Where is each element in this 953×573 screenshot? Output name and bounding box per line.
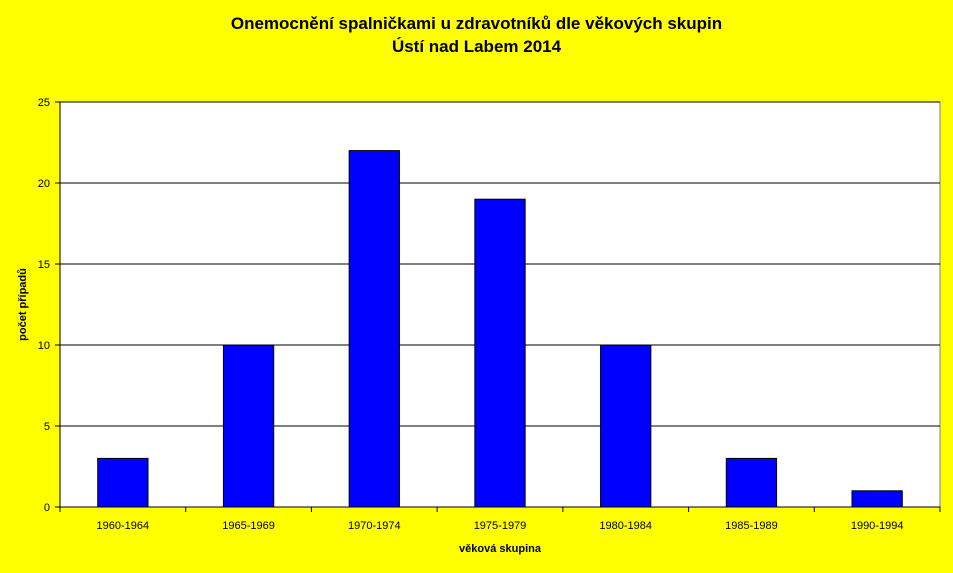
x-tick-label: 1970-1974 (348, 520, 401, 532)
chart-title: Onemocnění spalničkami u zdravotníků dle… (230, 14, 723, 33)
y-axis-ticks: 0 5 10 15 20 25 (38, 97, 60, 514)
x-tick-label: 1990-1994 (851, 520, 904, 532)
chart-title-block: Onemocnění spalničkami u zdravotníků dle… (0, 12, 953, 58)
x-tick-label: 1980-1984 (599, 520, 652, 532)
y-tick-label: 10 (38, 340, 50, 352)
x-tick-label: 1960-1964 (97, 520, 150, 532)
y-tick-label: 15 (38, 259, 50, 271)
x-tick-label: 1965-1969 (222, 520, 275, 532)
x-tick-label: 1975-1979 (474, 520, 527, 532)
y-tick-label: 0 (44, 502, 50, 514)
bar-1985-1989 (725, 457, 778, 508)
bar-1990-1994 (851, 490, 903, 508)
bar-1960-1964 (97, 457, 149, 508)
x-axis-ticks: 1960-1964 1965-1969 1970-1974 1975-1979 1980… (59, 507, 941, 532)
bar-1980-1984 (600, 344, 652, 508)
chart-subtitle: Ústí nad Labem 2014 (391, 37, 562, 56)
bar-1975-1979 (474, 198, 526, 508)
bars (97, 150, 903, 508)
bar-1970-1974 (348, 150, 400, 508)
bar-1965-1969 (222, 344, 275, 508)
y-tick-label: 25 (38, 97, 50, 109)
x-axis-title: věková skupina (459, 543, 542, 555)
y-tick-label: 20 (38, 178, 50, 190)
x-tick-label: 1985-1989 (725, 520, 778, 532)
y-axis-title: počet případů (17, 268, 29, 341)
y-tick-label: 5 (44, 421, 50, 433)
